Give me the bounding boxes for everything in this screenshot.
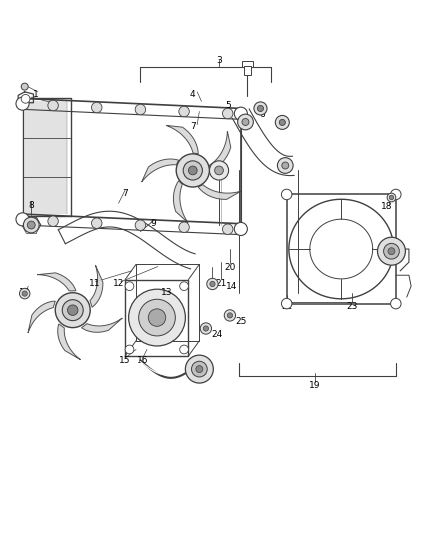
Circle shape — [179, 106, 189, 117]
Circle shape — [135, 220, 146, 230]
Bar — [242, 61, 253, 67]
Circle shape — [180, 282, 188, 290]
Circle shape — [282, 162, 289, 169]
Circle shape — [234, 107, 247, 120]
Polygon shape — [166, 125, 198, 154]
Circle shape — [48, 216, 58, 227]
Circle shape — [67, 305, 78, 316]
Circle shape — [200, 323, 212, 334]
Circle shape — [19, 288, 30, 299]
Circle shape — [210, 281, 215, 287]
Circle shape — [227, 313, 233, 318]
Polygon shape — [209, 131, 231, 171]
Circle shape — [276, 116, 289, 130]
Circle shape — [183, 161, 202, 180]
Circle shape — [139, 299, 175, 336]
Circle shape — [378, 237, 406, 265]
Circle shape — [55, 293, 90, 328]
Polygon shape — [28, 301, 55, 333]
Circle shape — [224, 310, 236, 321]
Circle shape — [242, 118, 249, 125]
Circle shape — [279, 119, 286, 125]
Text: 12: 12 — [113, 279, 124, 288]
Circle shape — [388, 248, 395, 255]
Circle shape — [179, 222, 189, 232]
Polygon shape — [58, 324, 81, 360]
Text: 9: 9 — [151, 219, 156, 228]
Circle shape — [16, 213, 29, 226]
Text: 17: 17 — [196, 372, 207, 381]
Text: 10: 10 — [19, 288, 31, 297]
Bar — [244, 66, 251, 75]
Circle shape — [196, 366, 203, 373]
Circle shape — [135, 104, 146, 115]
Circle shape — [191, 361, 207, 377]
Polygon shape — [198, 185, 241, 199]
Text: 24: 24 — [211, 330, 223, 338]
Circle shape — [282, 298, 292, 309]
Circle shape — [125, 345, 134, 354]
Text: 18: 18 — [381, 202, 393, 211]
Circle shape — [185, 355, 213, 383]
Circle shape — [148, 309, 166, 326]
Text: 19: 19 — [309, 381, 321, 390]
Text: 13: 13 — [161, 288, 173, 297]
Circle shape — [277, 158, 293, 173]
Polygon shape — [141, 159, 179, 182]
Text: 6: 6 — [260, 110, 265, 119]
Text: 7: 7 — [190, 122, 196, 131]
Circle shape — [387, 193, 396, 202]
Circle shape — [223, 108, 233, 119]
Circle shape — [129, 289, 185, 346]
Circle shape — [391, 189, 401, 200]
Text: 7: 7 — [122, 189, 128, 198]
Text: 1: 1 — [33, 90, 39, 99]
Circle shape — [125, 282, 134, 290]
Circle shape — [203, 326, 208, 331]
Text: 16: 16 — [137, 356, 148, 365]
Text: 8: 8 — [28, 201, 34, 210]
Circle shape — [62, 300, 83, 321]
Text: 15: 15 — [120, 356, 131, 365]
Text: 11: 11 — [89, 279, 100, 288]
Circle shape — [21, 94, 30, 103]
Circle shape — [237, 114, 253, 130]
Circle shape — [223, 224, 233, 235]
Text: 3: 3 — [216, 56, 222, 65]
Circle shape — [188, 166, 197, 175]
Circle shape — [21, 83, 28, 90]
Text: 14: 14 — [226, 281, 238, 290]
Circle shape — [23, 217, 39, 233]
Polygon shape — [173, 181, 188, 223]
Circle shape — [27, 221, 35, 229]
Circle shape — [207, 278, 218, 289]
Polygon shape — [37, 273, 76, 291]
Circle shape — [92, 102, 102, 113]
Text: 25: 25 — [235, 317, 247, 326]
Text: 22: 22 — [281, 302, 292, 311]
Circle shape — [92, 218, 102, 229]
Circle shape — [234, 222, 247, 236]
Text: 4: 4 — [190, 90, 196, 99]
Circle shape — [176, 154, 209, 187]
Polygon shape — [90, 265, 103, 307]
Text: 20: 20 — [224, 263, 236, 272]
Text: 2: 2 — [48, 101, 54, 110]
Polygon shape — [81, 318, 122, 332]
Circle shape — [16, 97, 29, 110]
Text: 21: 21 — [215, 279, 227, 288]
Circle shape — [180, 345, 188, 354]
Circle shape — [48, 100, 58, 111]
Text: 5: 5 — [225, 101, 231, 110]
Circle shape — [384, 244, 399, 259]
Circle shape — [209, 161, 229, 180]
Circle shape — [22, 291, 27, 296]
Circle shape — [282, 189, 292, 200]
Circle shape — [389, 195, 394, 200]
Circle shape — [254, 102, 267, 115]
Text: 23: 23 — [346, 302, 358, 311]
Circle shape — [215, 166, 223, 175]
Circle shape — [391, 298, 401, 309]
Circle shape — [258, 106, 264, 111]
